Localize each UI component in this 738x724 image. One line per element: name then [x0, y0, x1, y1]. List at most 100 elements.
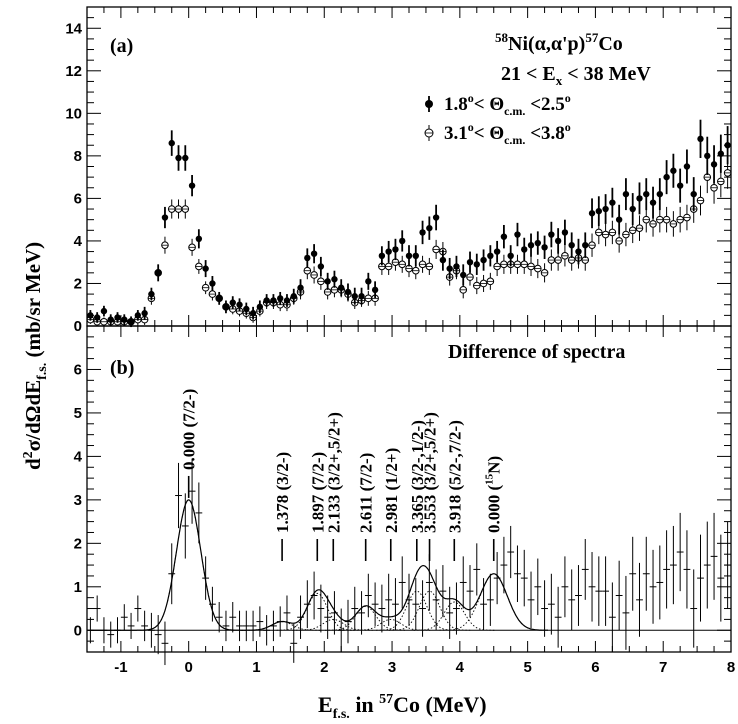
marker	[365, 278, 372, 285]
data-point	[514, 545, 521, 603]
marker	[358, 293, 365, 300]
marker	[507, 252, 514, 260]
y-tick-label: 5	[74, 405, 82, 422]
data-point	[453, 582, 460, 635]
data-point	[663, 530, 670, 609]
data-point	[242, 610, 250, 642]
data-point	[208, 287, 217, 301]
data-point	[392, 238, 399, 261]
marker	[107, 316, 114, 323]
data-point	[418, 255, 427, 273]
data-point	[154, 264, 162, 282]
data-point	[249, 610, 257, 642]
data-point	[446, 586, 454, 639]
marker	[399, 237, 406, 245]
peak-label-sup: 15	[484, 473, 496, 485]
data-point	[615, 560, 623, 631]
series-filled-markers	[87, 119, 731, 328]
data-point	[460, 264, 467, 286]
data-point	[303, 262, 312, 280]
fit-component	[325, 605, 406, 631]
marker	[324, 278, 331, 285]
data-point	[249, 306, 257, 320]
data-point	[195, 259, 203, 274]
marker	[690, 190, 697, 198]
data-point	[486, 573, 494, 626]
peak-label: 2.611 (7/2-)	[357, 453, 376, 533]
data-point	[303, 580, 311, 629]
marker	[704, 152, 711, 160]
data-point	[168, 130, 175, 156]
y-tick-label: 8	[74, 148, 82, 165]
data-point	[188, 175, 196, 197]
marker	[466, 259, 474, 266]
marker	[453, 263, 460, 270]
data-point	[317, 256, 325, 277]
data-point	[107, 314, 114, 325]
data-point	[358, 591, 365, 635]
data-point	[202, 556, 210, 600]
marker	[473, 261, 480, 268]
data-point	[588, 552, 596, 622]
data-point	[425, 554, 433, 611]
reaction-title: 58Ni(α,α'p)57Co	[495, 30, 623, 55]
marker	[595, 207, 603, 215]
data-point	[134, 595, 142, 622]
legend: 1.8o< Θc.m. <2.5o 3.1o< Θc.m. <3.8o	[424, 91, 571, 147]
y-tick-label: 10	[65, 105, 82, 122]
data-point	[656, 545, 664, 620]
marker	[182, 154, 189, 162]
data-point	[479, 274, 488, 292]
data-point	[338, 279, 345, 297]
data-point	[514, 222, 521, 247]
data-point	[195, 482, 203, 544]
x-tick-label: 0	[185, 659, 193, 676]
data-point	[93, 595, 101, 622]
fit-component	[350, 618, 431, 631]
data-point	[263, 294, 270, 307]
data-point	[595, 556, 603, 626]
data-point	[609, 187, 616, 218]
data-point	[670, 153, 677, 188]
data-point	[127, 612, 135, 639]
x-tick-label: 2	[320, 659, 328, 676]
data-point	[472, 277, 481, 295]
marker	[615, 216, 623, 223]
data-point	[696, 185, 705, 216]
x-tick-label: 1	[252, 659, 260, 676]
data-point	[209, 586, 216, 622]
fit-curve	[90, 499, 548, 631]
data-point	[676, 206, 684, 233]
data-point	[100, 305, 108, 317]
marker	[256, 303, 264, 311]
data-point	[161, 236, 169, 254]
marker	[487, 252, 494, 260]
marker	[561, 229, 569, 236]
marker	[554, 237, 562, 245]
data-point	[669, 525, 677, 605]
marker	[670, 167, 677, 174]
data-point	[683, 204, 691, 231]
data-point	[175, 145, 182, 171]
data-point	[310, 266, 318, 284]
data-point	[622, 575, 630, 650]
marker	[236, 301, 243, 308]
data-point	[575, 238, 582, 265]
data-point	[615, 229, 623, 253]
data-point	[703, 161, 712, 194]
marker	[534, 239, 541, 247]
data-point	[527, 256, 535, 277]
data-point	[215, 291, 223, 305]
data-point	[236, 610, 243, 642]
x-tick-label: -1	[114, 659, 127, 676]
marker	[148, 290, 155, 298]
data-point	[582, 232, 589, 258]
data-point	[432, 204, 440, 231]
data-point	[473, 253, 480, 275]
marker	[127, 318, 135, 325]
marker	[392, 246, 399, 253]
data-point	[669, 211, 678, 237]
data-point	[222, 610, 230, 642]
data-point	[167, 199, 176, 219]
data-point	[201, 281, 210, 295]
